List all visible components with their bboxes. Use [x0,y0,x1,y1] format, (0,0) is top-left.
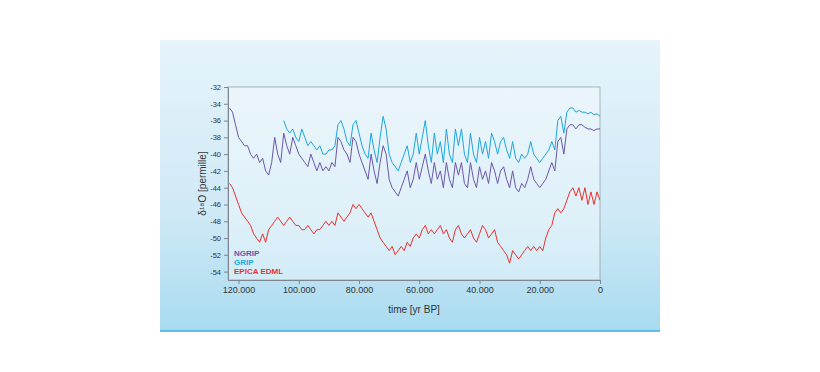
legend-entry: EPICA EDML [234,267,283,276]
tick-mark [239,280,240,284]
tick-label: -40 [210,150,221,159]
tick-mark [224,121,228,122]
bottom-rule [160,330,660,332]
tick: 80.000 [346,280,374,295]
tick-label: -52 [210,251,221,260]
tick-mark [224,238,228,239]
plot-frame [228,87,600,280]
series-group [230,108,600,263]
tick-label: 80.000 [346,285,374,295]
tick-label: -36 [210,116,221,125]
tick: -54 [210,268,228,277]
tick: -36 [210,116,228,125]
x-axis-line [229,280,601,281]
tick: 100.000 [283,280,316,295]
x-axis: 120.000 100.000 80.000 60.000 40.000 20.000 0 [223,280,603,295]
tick-mark [419,280,420,284]
legend-entry: GRIP [234,258,254,267]
tick-label: 0 [598,285,603,295]
tick: -48 [210,217,228,226]
tick: -52 [210,251,228,260]
tick: -34 [210,100,228,109]
tick-mark [224,272,228,273]
tick: -32 [210,83,228,92]
tick-mark [224,221,228,222]
tick-mark [224,255,228,256]
tick-mark [540,280,541,284]
tick-label: -54 [210,268,221,277]
series-line [230,108,600,196]
tick-label: -34 [210,100,221,109]
tick-mark [600,280,601,284]
y-axis-title: δ¹⁸O [permille] [197,151,208,215]
tick-label: 120.000 [223,285,256,295]
series-line [284,108,600,171]
tick-mark [224,154,228,155]
tick-label: -32 [210,83,221,92]
tick-label: -42 [210,167,221,176]
tick-label: -46 [210,200,221,209]
tick-label: 60.000 [406,285,434,295]
legend: NGRIPGRIPEPICA EDML [234,249,283,276]
tick: 120.000 [223,280,256,295]
series-line [230,184,600,264]
tick-mark [359,280,360,284]
tick-label: -38 [210,133,221,142]
tick-label: -50 [210,234,221,243]
tick: -46 [210,200,228,209]
tick-label: 20.000 [526,285,554,295]
y-axis-line [228,88,229,281]
tick-label: 40.000 [466,285,494,295]
x-axis-title: time [yr BP] [388,304,440,315]
tick-mark [224,104,228,105]
y-axis: -32 -34 -36 -38 -40 -42 -44 -46 -48 -50 -52 -54 [210,83,228,281]
tick-mark [480,280,481,284]
legend-entry: NGRIP [234,249,260,258]
tick-label: -48 [210,217,221,226]
tick-mark [224,87,228,88]
tick-label: 100.000 [283,285,316,295]
tick: -44 [210,184,228,193]
tick-mark [299,280,300,284]
tick: -38 [210,133,228,142]
tick-mark [224,204,228,205]
tick-mark [224,137,228,138]
tick: -42 [210,167,228,176]
tick: 60.000 [406,280,434,295]
tick: 20.000 [526,280,554,295]
background [160,40,660,331]
tick-mark [224,188,228,189]
tick: 0 [598,280,603,295]
tick: -40 [210,150,228,159]
chart: 120.000 100.000 80.000 60.000 40.000 20.000 0 -… [0,0,820,372]
tick: -50 [210,234,228,243]
tick-label: -44 [210,184,221,193]
tick-mark [224,171,228,172]
tick: 40.000 [466,280,494,295]
